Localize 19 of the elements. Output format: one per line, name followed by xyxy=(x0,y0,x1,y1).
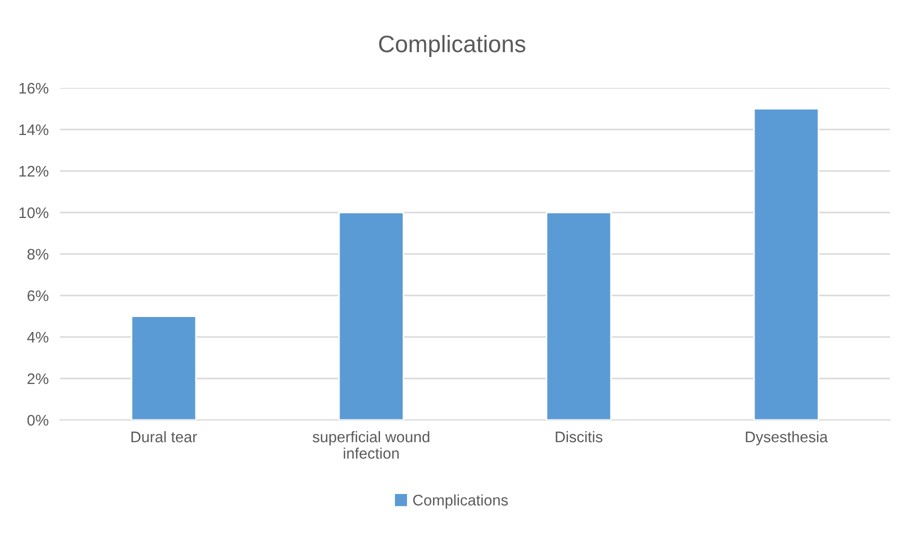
y-tick-label: 6% xyxy=(28,290,48,302)
y-tick-label: 4% xyxy=(27,332,48,343)
y-tick-label: 2% xyxy=(28,373,48,384)
bar xyxy=(546,212,612,420)
x-tick-label: Dysesthesia xyxy=(746,431,828,446)
bar xyxy=(130,316,197,420)
bar xyxy=(753,108,820,420)
y-tick-label: 10% xyxy=(19,207,48,218)
y-tick-label: 14% xyxy=(19,124,48,136)
y-tick-label: 16% xyxy=(19,82,48,94)
x-tick-label: superficial wound infection xyxy=(312,431,430,459)
x-tick-label: Discitis xyxy=(556,431,602,442)
bar xyxy=(338,212,404,420)
x-tick-label: Dural tear xyxy=(131,431,198,442)
chart-title: Complications xyxy=(379,34,526,58)
y-tick-label: 8% xyxy=(27,248,48,260)
legend-label: Complications xyxy=(413,494,508,509)
y-tick-label: 12% xyxy=(19,166,48,177)
y-tick-label: 0% xyxy=(27,414,48,426)
